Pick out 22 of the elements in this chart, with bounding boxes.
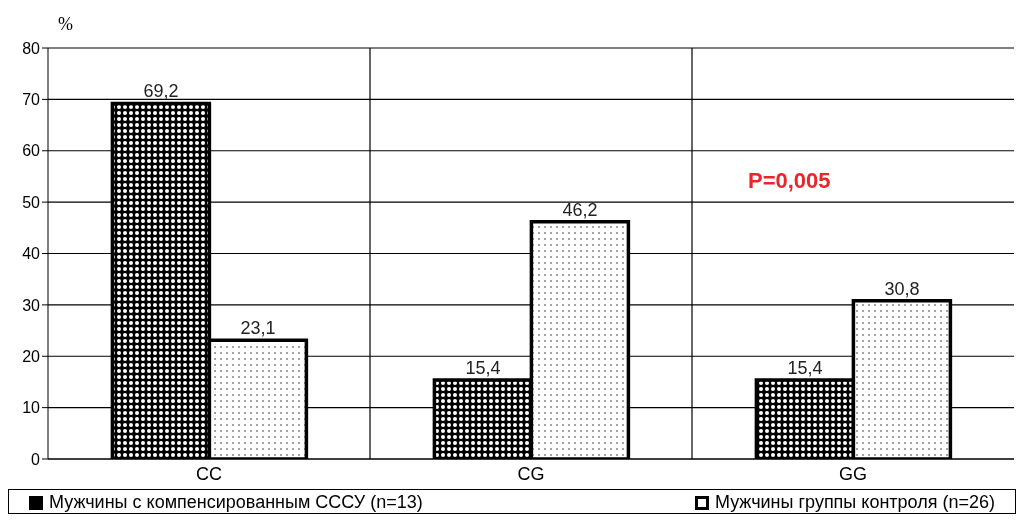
series-label: Мужчины с компенсированным СССУ (n=13): [49, 492, 423, 513]
y-tick-label: 80: [22, 39, 41, 57]
y-tick-label: 70: [22, 91, 41, 109]
y-tick-label: 20: [22, 347, 41, 365]
data-label: 46,2: [562, 199, 598, 220]
data-label: 23,1: [240, 318, 276, 339]
x-tick-label: GG: [838, 463, 868, 484]
y-axis-title: %: [58, 14, 73, 35]
x-tick-label: CG: [517, 463, 545, 484]
y-tick-label: 30: [22, 296, 41, 314]
y-tick-label: 40: [22, 245, 41, 263]
y-tick-label: 10: [22, 399, 41, 417]
data-label: 69,2: [143, 81, 179, 102]
x-tick-label: CC: [196, 463, 222, 484]
data-label: 30,8: [884, 278, 920, 299]
text: Мужчины группы контроля (n=26): [714, 492, 995, 513]
y-tick-label: 60: [22, 142, 41, 160]
data-label: 15,4: [787, 357, 823, 378]
annotation: P=0,005: [748, 168, 831, 194]
data-label: 15,4: [465, 357, 501, 378]
y-tick-label: 50: [22, 193, 41, 211]
y-tick-label: 0: [31, 450, 41, 468]
